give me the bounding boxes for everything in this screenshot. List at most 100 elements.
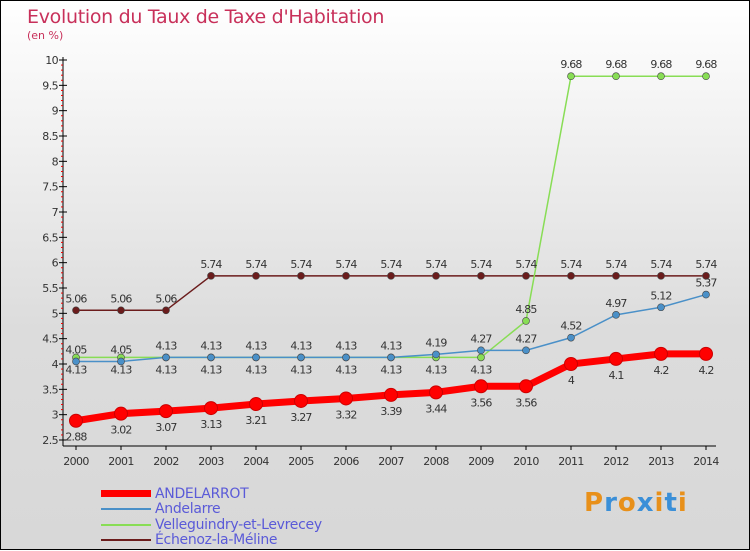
data-label: 4.13 bbox=[200, 339, 222, 352]
data-point bbox=[519, 379, 533, 394]
data-label: 4.13 bbox=[155, 363, 177, 376]
data-label: 4.13 bbox=[245, 363, 267, 376]
legend-label: ANDELARROT bbox=[155, 485, 249, 502]
data-label: 4.13 bbox=[425, 363, 447, 376]
data-label: 3.13 bbox=[200, 418, 222, 431]
data-point bbox=[162, 353, 170, 362]
x-tick-label: 2008 bbox=[423, 455, 449, 468]
data-point bbox=[474, 379, 488, 394]
data-point bbox=[69, 413, 83, 428]
x-tick-label: 2005 bbox=[288, 455, 314, 468]
data-label: 3.44 bbox=[425, 402, 447, 415]
data-point bbox=[567, 333, 575, 342]
data-label: 3.02 bbox=[110, 424, 131, 437]
data-point bbox=[567, 272, 575, 280]
data-point bbox=[609, 351, 623, 366]
legend-item: Échenoz-la-Méline bbox=[101, 532, 322, 549]
data-point bbox=[699, 346, 713, 361]
data-label: 4.2 bbox=[698, 364, 713, 377]
data-label: 4.13 bbox=[155, 339, 177, 352]
data-label: 5.06 bbox=[110, 292, 132, 305]
data-point bbox=[612, 272, 620, 280]
x-tick-label: 2004 bbox=[243, 455, 269, 468]
x-tick-label: 2001 bbox=[108, 455, 134, 468]
data-label: 4.13 bbox=[380, 363, 402, 376]
data-point bbox=[162, 306, 170, 315]
y-tick-label: 8 bbox=[52, 155, 59, 168]
data-point bbox=[207, 272, 215, 280]
data-label: 2.88 bbox=[65, 431, 87, 444]
y-tick-label: 7.5 bbox=[42, 181, 58, 194]
data-point bbox=[477, 353, 485, 362]
data-label: 4.13 bbox=[335, 339, 357, 352]
data-label: 5.74 bbox=[245, 258, 267, 271]
data-label: 3.21 bbox=[245, 414, 266, 427]
legend-item: Andelarre bbox=[101, 501, 322, 518]
data-label: 4.19 bbox=[425, 336, 447, 349]
data-label: 4.13 bbox=[110, 363, 132, 376]
data-point bbox=[612, 72, 620, 81]
x-tick-label: 2009 bbox=[468, 455, 494, 468]
x-tick-label: 2000 bbox=[63, 455, 89, 468]
data-point bbox=[657, 272, 665, 280]
legend-label: Velleguindry-et-Levrecey bbox=[155, 516, 322, 533]
data-label: 4.13 bbox=[200, 363, 222, 376]
y-tick-label: 8.5 bbox=[42, 130, 58, 143]
data-point bbox=[564, 357, 578, 371]
legend: ANDELARROT Andelarre Velleguindry-et-Levre… bbox=[101, 486, 322, 548]
data-point bbox=[387, 272, 395, 280]
data-point bbox=[294, 393, 308, 408]
data-point bbox=[342, 272, 350, 280]
legend-swatch bbox=[101, 523, 151, 526]
data-label: 5.74 bbox=[515, 258, 537, 271]
data-label: 3.32 bbox=[335, 408, 356, 421]
data-label: 9.68 bbox=[650, 58, 672, 71]
data-point bbox=[72, 357, 80, 366]
legend-label: Andelarre bbox=[155, 501, 221, 518]
data-point bbox=[342, 353, 350, 362]
data-point bbox=[117, 306, 125, 315]
data-label: 3.39 bbox=[380, 405, 402, 418]
data-point bbox=[657, 303, 665, 312]
legend-item: ANDELARROT bbox=[101, 486, 322, 502]
y-tick-label: 4.5 bbox=[42, 333, 58, 346]
data-label: 9.68 bbox=[560, 58, 582, 71]
data-label: 5.37 bbox=[695, 277, 717, 290]
data-point bbox=[432, 350, 440, 359]
data-label: 5.74 bbox=[380, 258, 402, 271]
x-tick-label: 2007 bbox=[378, 455, 404, 468]
data-label: 4.05 bbox=[65, 343, 87, 356]
x-tick-label: 2006 bbox=[333, 455, 359, 468]
data-label: 3.27 bbox=[290, 411, 312, 424]
data-point bbox=[567, 72, 575, 81]
data-point bbox=[387, 353, 395, 362]
data-label: 4.27 bbox=[515, 332, 537, 345]
x-tick-label: 2012 bbox=[603, 455, 629, 468]
y-tick-label: 10 bbox=[45, 54, 58, 67]
data-label: 4.1 bbox=[608, 369, 623, 382]
legend-swatch bbox=[101, 490, 151, 498]
data-label: 4.05 bbox=[110, 343, 132, 356]
data-point bbox=[207, 353, 215, 362]
data-point bbox=[522, 346, 530, 355]
data-label: 3.56 bbox=[515, 396, 537, 409]
data-label: 3.56 bbox=[470, 396, 492, 409]
y-tick-label: 9.5 bbox=[42, 79, 58, 92]
data-point bbox=[702, 72, 710, 81]
y-tick-label: 5.5 bbox=[42, 282, 58, 295]
data-point bbox=[522, 272, 530, 280]
legend-label: Échenoz-la-Méline bbox=[155, 532, 278, 549]
data-label: 5.74 bbox=[560, 258, 582, 271]
chart-title: Evolution du Taux de Taxe d'Habitation bbox=[27, 6, 385, 28]
data-point bbox=[702, 290, 710, 299]
data-point bbox=[702, 272, 710, 280]
data-label: 4.97 bbox=[605, 297, 627, 310]
x-tick-label: 2003 bbox=[198, 455, 224, 468]
data-label: 3.07 bbox=[155, 421, 177, 434]
data-label: 4.13 bbox=[380, 339, 402, 352]
data-label: 5.74 bbox=[425, 258, 447, 271]
data-point bbox=[249, 397, 263, 412]
x-tick-label: 2013 bbox=[648, 455, 674, 468]
